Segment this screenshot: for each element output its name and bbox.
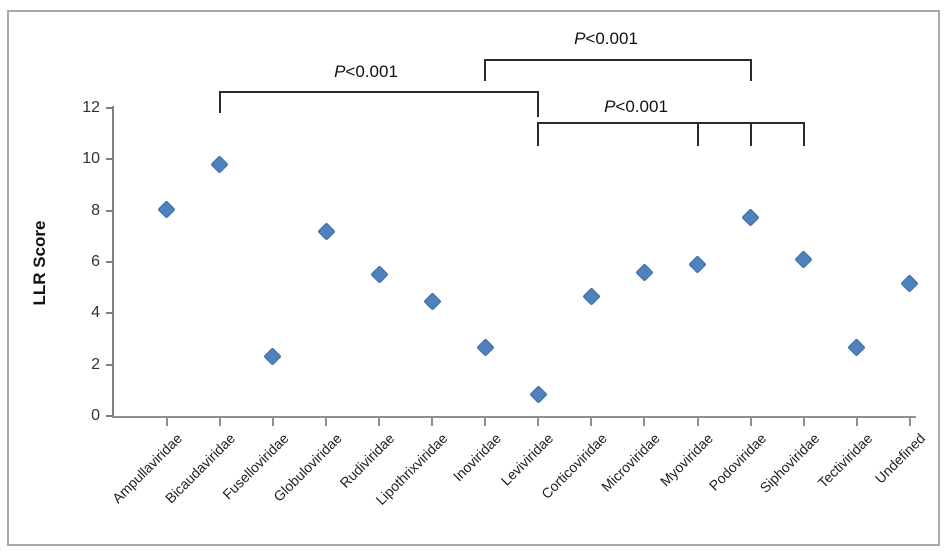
x-axis	[112, 416, 916, 418]
x-axis-tick	[696, 418, 699, 426]
significance-bracket	[537, 122, 805, 124]
bracket-tick	[484, 59, 487, 81]
y-tick-label: 12	[82, 98, 100, 116]
bracket-tick	[749, 59, 752, 81]
p-value-label: P<0.001	[334, 62, 398, 81]
y-tick-label: 8	[91, 201, 100, 219]
figure-frame	[7, 10, 940, 546]
bracket-tick	[802, 122, 805, 146]
bracket-tick	[537, 91, 540, 117]
y-axis-tick	[106, 209, 112, 212]
significance-bracket	[484, 59, 752, 61]
y-axis-tick	[106, 158, 112, 161]
y-axis-tick	[106, 106, 112, 109]
y-axis-tick	[106, 312, 112, 315]
bracket-tick	[537, 122, 540, 146]
x-axis-tick	[484, 418, 487, 426]
x-axis-tick	[590, 418, 593, 426]
p-value-italic-p: P	[574, 29, 586, 48]
x-axis-tick	[325, 418, 327, 426]
x-axis-tick	[749, 418, 752, 426]
bracket-tick	[218, 91, 221, 113]
y-tick-label: 10	[82, 150, 100, 168]
x-axis-tick	[802, 418, 805, 426]
y-axis	[112, 106, 114, 418]
p-value-label: P<0.001	[604, 97, 668, 116]
x-axis-tick	[218, 418, 221, 426]
p-value-label: P<0.001	[574, 29, 638, 48]
y-tick-label: 0	[91, 407, 100, 424]
y-axis-tick	[106, 260, 112, 263]
y-axis-tick	[106, 415, 112, 417]
significance-bracket	[218, 91, 540, 93]
x-axis-tick	[165, 418, 168, 426]
p-value-italic-p: P	[604, 97, 616, 116]
x-axis-tick	[431, 418, 434, 426]
x-axis-tick	[271, 418, 274, 426]
x-axis-tick	[537, 418, 540, 426]
bracket-tick	[749, 122, 752, 146]
x-axis-tick	[855, 418, 858, 426]
x-axis-tick	[908, 418, 911, 426]
p-value-italic-p: P	[334, 62, 346, 81]
x-axis-tick	[643, 418, 646, 426]
y-tick-label: 4	[91, 304, 100, 322]
y-axis-title: LLR Score	[30, 220, 49, 306]
y-tick-label: 6	[91, 252, 100, 270]
x-axis-tick	[378, 418, 381, 426]
y-tick-label: 2	[91, 355, 100, 373]
bracket-tick	[696, 122, 699, 146]
y-axis-tick	[106, 363, 112, 366]
